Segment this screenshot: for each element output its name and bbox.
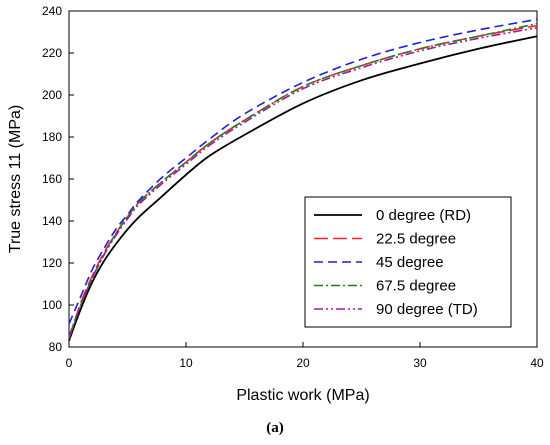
y-tick-label: 180 — [42, 130, 62, 144]
y-tick-label: 200 — [42, 88, 62, 102]
y-tick-label: 140 — [42, 214, 62, 228]
x-tick-label: 40 — [530, 356, 544, 370]
series-line-1 — [68, 35, 538, 342]
x-tick-label: 0 — [66, 356, 73, 370]
x-axis-title: Plastic work (MPa) — [236, 387, 369, 404]
y-tick-label: 80 — [49, 340, 63, 354]
series-line-5 — [68, 27, 538, 339]
legend-box — [304, 196, 512, 328]
series-line-4 — [68, 22, 538, 337]
y-tick-label: 100 — [42, 298, 62, 312]
line-chart: 80 100 120 140 160 180 200 220 240 0 10 20 30 40 Plast… — [7, 4, 544, 404]
legend-label-4: 67.5 degree — [376, 278, 456, 295]
figure-caption: (a) — [266, 420, 284, 436]
series-line-3 — [68, 18, 538, 325]
legend-label-3: 45 degree — [376, 254, 444, 271]
y-axis-title: True stress 11 (MPa) — [7, 105, 24, 253]
x-tick-label: 20 — [296, 356, 310, 370]
y-tick-label: 120 — [42, 256, 62, 270]
x-tick-label: 10 — [179, 356, 193, 370]
legend-label-5: 90 degree (TD) — [376, 301, 478, 318]
x-tick-label: 30 — [413, 356, 427, 370]
legend-label-2: 22.5 degree — [376, 231, 456, 248]
legend-label-1: 0 degree (RD) — [376, 207, 471, 224]
y-tick-label: 160 — [42, 172, 62, 186]
y-tick-label: 240 — [42, 4, 62, 18]
y-tick-label: 220 — [42, 46, 62, 60]
